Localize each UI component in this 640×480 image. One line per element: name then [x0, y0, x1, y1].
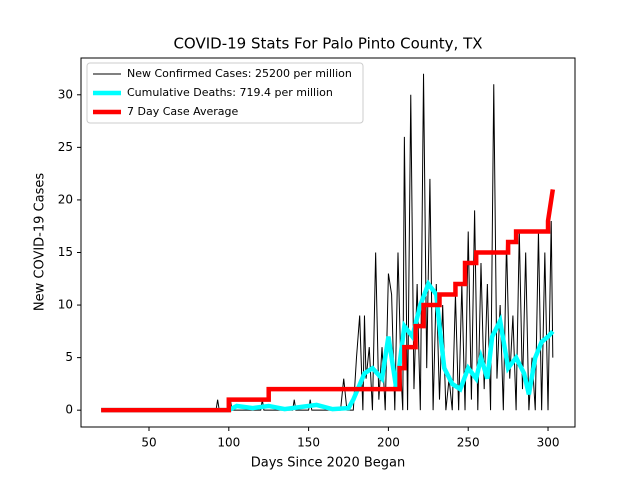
x-tick-label: 250 [457, 436, 480, 450]
y-tick-label: 0 [65, 403, 73, 417]
data-line [101, 73, 554, 411]
y-tick-label: 30 [58, 87, 73, 101]
y-tick-label: 25 [58, 140, 73, 154]
x-tick-label: 50 [141, 436, 156, 450]
legend-label: 7 Day Case Average [127, 105, 239, 118]
y-tick-label: 15 [58, 245, 73, 259]
x-tick-label: 100 [217, 436, 240, 450]
x-axis-label: Days Since 2020 Began [251, 456, 406, 471]
chart-title: COVID-19 Stats For Palo Pinto County, TX [173, 35, 482, 53]
y-axis-label: New COVID-19 Cases [33, 173, 48, 311]
y-tick-label: 20 [58, 192, 73, 206]
legend-label: Cumulative Deaths: 719.4 per million [127, 86, 333, 99]
legend-box [86, 62, 364, 124]
x-tick-label: 150 [297, 436, 320, 450]
x-tick-label: 300 [537, 436, 560, 450]
plot-frame [80, 57, 576, 428]
data-line [101, 279, 555, 413]
legend-label: New Confirmed Cases: 25200 per million [127, 67, 352, 80]
x-tick-label: 200 [377, 436, 400, 450]
y-tick-label: 5 [65, 350, 73, 364]
data-line [101, 189, 556, 413]
y-tick-label: 10 [58, 298, 73, 312]
